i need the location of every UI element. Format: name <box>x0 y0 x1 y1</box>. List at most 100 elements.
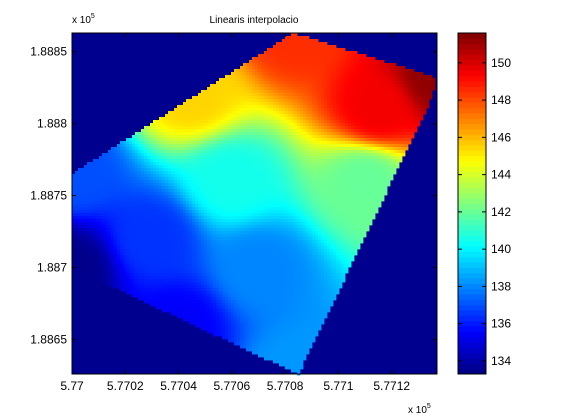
heatmap-cell <box>321 210 325 214</box>
heatmap-cell <box>225 186 229 190</box>
heatmap-cell <box>399 117 403 121</box>
heatmap-cell <box>357 192 361 196</box>
heatmap-cell <box>384 153 388 157</box>
heatmap-cell <box>87 213 91 217</box>
heatmap-cell <box>240 165 244 169</box>
heatmap-cell <box>267 84 271 88</box>
heatmap-cell <box>369 99 373 103</box>
heatmap-cell <box>270 75 274 79</box>
heatmap-cell <box>300 210 304 214</box>
heatmap-cell <box>342 99 346 103</box>
heatmap-cell <box>369 183 373 187</box>
heatmap-cell <box>369 204 373 208</box>
heatmap-cell <box>171 126 175 130</box>
heatmap-cell <box>249 165 253 169</box>
heatmap-cell <box>273 81 277 85</box>
heatmap-cell <box>108 210 112 214</box>
heatmap-cell <box>294 90 298 94</box>
heatmap-cell <box>315 198 319 202</box>
heatmap-cell <box>195 150 199 154</box>
heatmap-cell <box>255 204 259 208</box>
heatmap-cell <box>180 192 184 196</box>
heatmap-cell <box>147 216 151 220</box>
heatmap-cell <box>297 120 301 124</box>
heatmap-cell <box>348 78 352 82</box>
heatmap-cell <box>360 96 364 100</box>
heatmap-cell <box>204 120 208 124</box>
heatmap-cell <box>348 204 352 208</box>
heatmap-cell <box>159 141 163 145</box>
heatmap-cell <box>336 114 340 118</box>
heatmap-cell <box>201 180 205 184</box>
heatmap-cell <box>207 195 211 199</box>
heatmap-cell <box>165 183 169 187</box>
heatmap-cell <box>126 183 130 187</box>
heatmap-cell <box>141 183 145 187</box>
heatmap-cell <box>234 201 238 205</box>
heatmap-cell <box>285 84 289 88</box>
heatmap-cell <box>96 204 100 208</box>
heatmap-cell <box>288 108 292 112</box>
heatmap-cell <box>276 75 280 79</box>
heatmap-cell <box>363 138 367 142</box>
heatmap-cell <box>249 90 253 94</box>
heatmap-cell <box>378 198 382 202</box>
heatmap-cell <box>201 189 205 193</box>
heatmap-cell <box>234 138 238 142</box>
heatmap-cell <box>276 117 280 121</box>
heatmap-cell <box>282 159 286 163</box>
heatmap-cell <box>360 210 364 214</box>
heatmap-cell <box>312 207 316 211</box>
heatmap-cell <box>333 111 337 115</box>
heatmap-cell <box>414 75 418 79</box>
heatmap-cell <box>102 192 106 196</box>
heatmap-cell <box>288 144 292 148</box>
heatmap-cell <box>171 186 175 190</box>
heatmap-cell <box>264 168 268 172</box>
heatmap-cell <box>189 135 193 139</box>
heatmap-cell <box>228 75 232 79</box>
heatmap-cell <box>246 168 250 172</box>
heatmap-cell <box>372 216 376 220</box>
heatmap-cell <box>201 198 205 202</box>
heatmap-cell <box>327 126 331 130</box>
heatmap-cell <box>417 87 421 91</box>
heatmap-cell <box>246 117 250 121</box>
heatmap-cell <box>261 90 265 94</box>
heatmap-cell <box>171 180 175 184</box>
heatmap-cell <box>210 123 214 127</box>
heatmap-cell <box>201 93 205 97</box>
heatmap-cell <box>150 201 154 205</box>
heatmap-cell <box>84 171 88 175</box>
heatmap-cell <box>354 165 358 169</box>
heatmap-cell <box>120 213 124 217</box>
heatmap-cell <box>237 153 241 157</box>
heatmap-cell <box>204 174 208 178</box>
heatmap-cell <box>318 207 322 211</box>
heatmap-cell <box>183 108 187 112</box>
heatmap-cell <box>231 141 235 145</box>
heatmap-cell <box>270 99 274 103</box>
heatmap-cell <box>216 99 220 103</box>
heatmap-cell <box>252 87 256 91</box>
heatmap-cell <box>153 123 157 127</box>
heatmap-cell <box>219 102 223 106</box>
heatmap-cell <box>369 177 373 181</box>
heatmap-cell <box>321 105 325 109</box>
heatmap-cell <box>261 84 265 88</box>
heatmap-cell <box>396 69 400 73</box>
heatmap-cell <box>276 93 280 97</box>
heatmap-cell <box>351 123 355 127</box>
heatmap-cell <box>360 114 364 118</box>
heatmap-cell <box>390 156 394 160</box>
heatmap-cell <box>204 177 208 181</box>
heatmap-cell <box>153 144 157 148</box>
heatmap-cell <box>216 162 220 166</box>
heatmap-cell <box>354 180 358 184</box>
heatmap-cell <box>345 201 349 205</box>
heatmap-cell <box>369 159 373 163</box>
heatmap-cell <box>333 156 337 160</box>
heatmap-cell <box>123 207 127 211</box>
heatmap-cell <box>381 87 385 91</box>
heatmap-cell <box>396 72 400 76</box>
